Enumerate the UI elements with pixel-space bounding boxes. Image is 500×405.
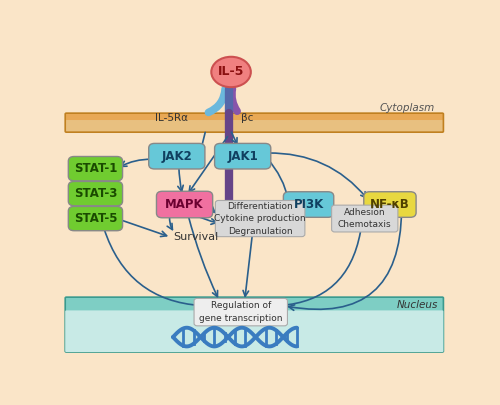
Text: Nucleus: Nucleus [397, 300, 438, 310]
FancyBboxPatch shape [68, 181, 122, 206]
Text: Regulation of
gene transcription: Regulation of gene transcription [199, 301, 282, 323]
Text: MAPK: MAPK [165, 198, 204, 211]
Ellipse shape [212, 57, 251, 87]
FancyBboxPatch shape [284, 192, 334, 217]
FancyBboxPatch shape [65, 297, 444, 352]
Text: NF-κB: NF-κB [370, 198, 410, 211]
FancyBboxPatch shape [65, 310, 444, 352]
Text: Survival: Survival [173, 232, 218, 242]
Text: Adhesion
Chemotaxis: Adhesion Chemotaxis [338, 208, 392, 229]
Text: STAT-5: STAT-5 [74, 212, 117, 225]
FancyBboxPatch shape [214, 143, 271, 169]
Text: Cytoplasm: Cytoplasm [380, 102, 434, 113]
FancyBboxPatch shape [194, 298, 288, 326]
Text: JAK2: JAK2 [162, 150, 192, 163]
FancyBboxPatch shape [65, 113, 444, 123]
FancyBboxPatch shape [156, 191, 212, 218]
Text: Differentiation
Cytokine production
Degranulation: Differentiation Cytokine production Degr… [214, 202, 306, 236]
FancyBboxPatch shape [216, 200, 305, 237]
FancyBboxPatch shape [65, 120, 444, 132]
Text: βc: βc [241, 113, 253, 124]
Text: STAT-3: STAT-3 [74, 187, 117, 200]
Text: IL-5: IL-5 [218, 66, 244, 79]
Text: PI3K: PI3K [294, 198, 324, 211]
FancyBboxPatch shape [364, 192, 416, 217]
FancyBboxPatch shape [148, 143, 205, 169]
Text: STAT-1: STAT-1 [74, 162, 117, 175]
FancyBboxPatch shape [68, 156, 122, 181]
Text: JAK1: JAK1 [228, 150, 258, 163]
FancyBboxPatch shape [332, 205, 398, 232]
FancyBboxPatch shape [68, 207, 122, 231]
Text: IL-5Rα: IL-5Rα [156, 113, 188, 124]
